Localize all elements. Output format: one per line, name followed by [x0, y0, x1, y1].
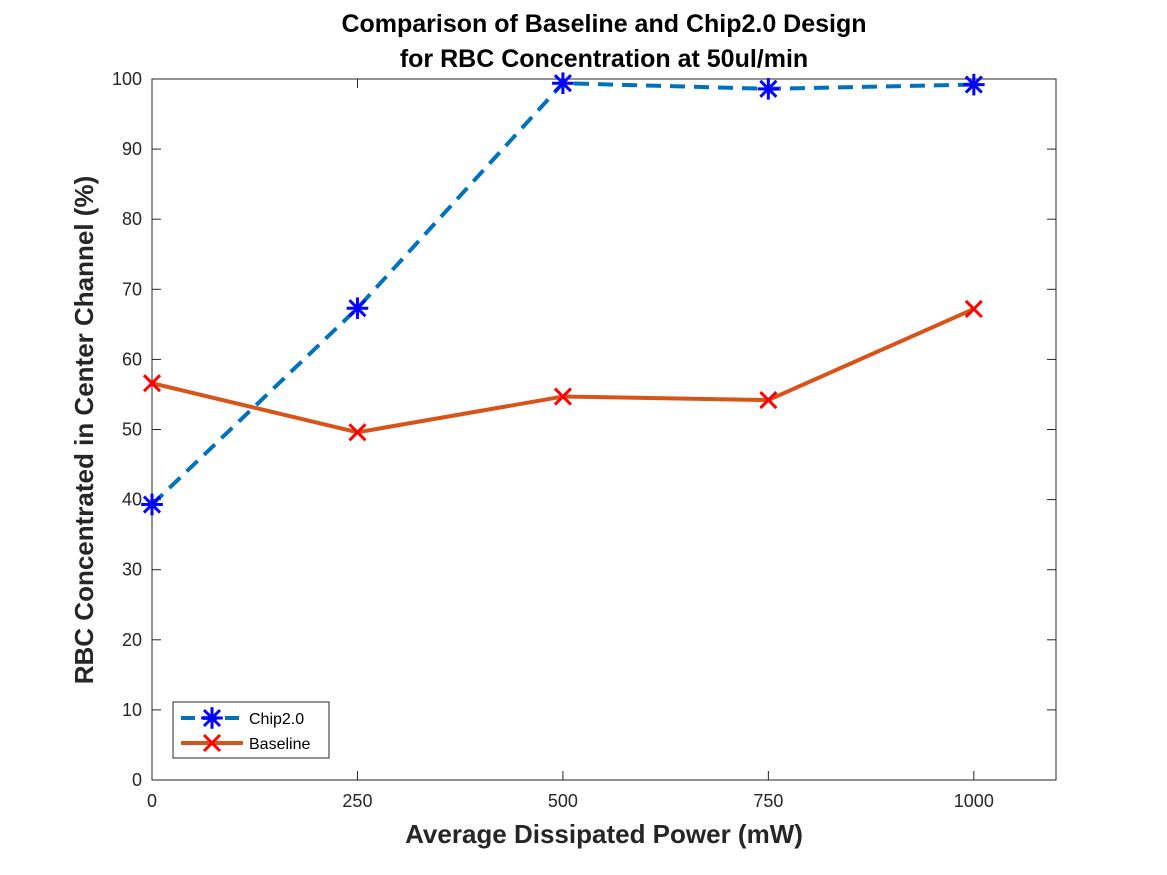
data-point: [141, 493, 163, 516]
data-point: [963, 73, 985, 96]
y-tick-label: 80: [122, 209, 142, 229]
legend-item: Baseline: [181, 733, 310, 753]
data-point: [757, 78, 780, 100]
data-point: [759, 390, 778, 410]
data-point: [346, 297, 369, 320]
y-tick-label: 10: [122, 700, 142, 720]
data-point: [964, 299, 983, 318]
data-point: [142, 374, 162, 393]
y-tick-label: 90: [122, 139, 142, 159]
plot-axes: [151, 78, 1057, 781]
legend-label: Baseline: [249, 736, 310, 753]
x-tick-label: 0: [147, 791, 157, 811]
legend-marker-sample: [202, 733, 222, 753]
x-tick-label: 500: [548, 791, 578, 811]
y-tick-label: 0: [132, 770, 142, 790]
chart-title-line-2: for RBC Concentration at 50ul/min: [400, 45, 808, 73]
y-tick-label: 60: [122, 349, 142, 369]
y-tick-label: 100: [112, 69, 142, 89]
y-axis-label: RBC Concentrated in Center Channel (%): [69, 176, 99, 685]
legend-item: Chip2.0: [181, 707, 304, 729]
x-tick-label: 750: [753, 791, 783, 811]
plot-area-border: [151, 78, 1057, 781]
data-point: [348, 423, 367, 442]
chart-title-line-1: Comparison of Baseline and Chip2.0 Desig…: [341, 10, 866, 38]
data-point: [552, 72, 574, 95]
y-tick-label: 50: [122, 420, 142, 440]
y-tick-label: 20: [122, 630, 142, 650]
series-line: [151, 307, 975, 435]
series-line: [150, 81, 974, 506]
data-series: [141, 72, 985, 516]
x-axis-label: Average Dissipated Power (mW): [405, 819, 803, 849]
legend-label: Chip2.0: [249, 711, 304, 728]
data-point: [553, 387, 572, 406]
y-tick-label: 40: [122, 490, 142, 510]
y-tick-label: 30: [122, 560, 142, 580]
x-tick-label: 250: [342, 791, 372, 811]
axis-ticks: 0 250 500 750 1000 0 10 20 30 40 50 60 70 80 90 100: [112, 69, 1056, 811]
series-chip2-0: [141, 72, 985, 516]
legend: Chip2.0 Baseline: [172, 701, 330, 759]
legend-marker-sample: [201, 707, 223, 729]
y-tick-label: 70: [122, 279, 142, 299]
series-baseline: [142, 299, 983, 442]
legend-box: [172, 701, 330, 759]
x-tick-label: 1000: [954, 791, 994, 811]
